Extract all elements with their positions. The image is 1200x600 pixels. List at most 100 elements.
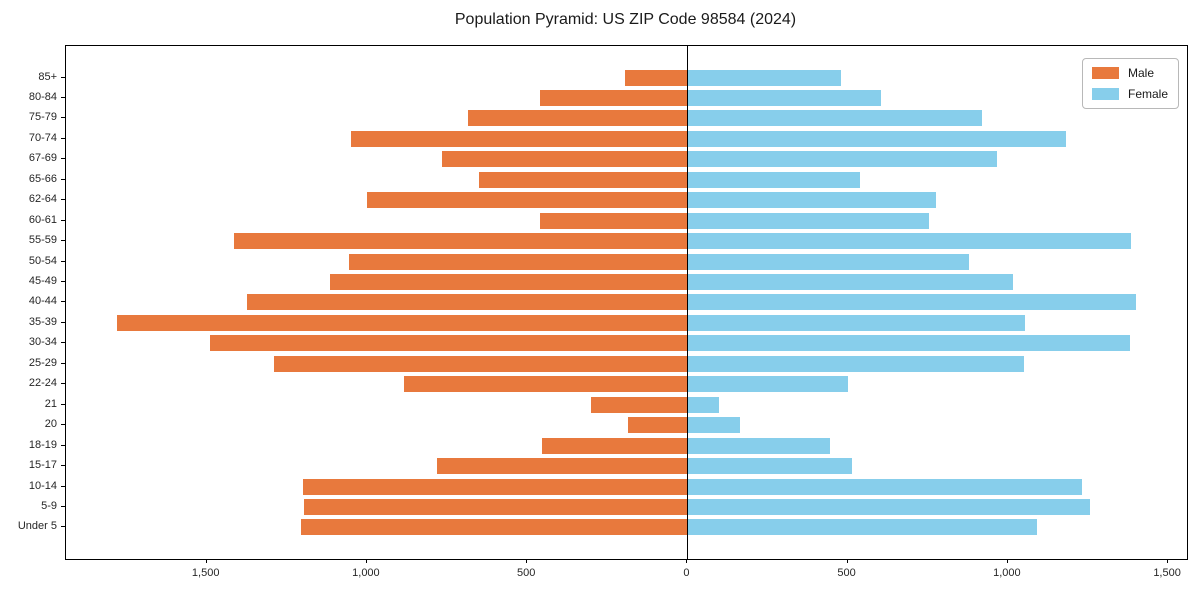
x-axis-label-500: 500 xyxy=(837,567,856,579)
y-axis-label-65-66: 65-66 xyxy=(28,172,57,185)
bar-male-35-39 xyxy=(116,314,688,331)
y-tick-mark xyxy=(61,96,65,98)
plot-area: Male Female xyxy=(65,45,1188,560)
y-tick-mark xyxy=(61,465,65,467)
x-axis-label-1,500: 1,500 xyxy=(1153,567,1181,579)
x-tick-mark xyxy=(1167,559,1169,563)
y-axis-label-35-39: 35-39 xyxy=(28,315,57,328)
bar-female-20 xyxy=(687,417,741,434)
bar-male-25-29 xyxy=(273,355,688,372)
y-tick-mark xyxy=(61,137,65,139)
y-tick-mark xyxy=(61,76,65,78)
y-axis-label-Under 5: Under 5 xyxy=(17,520,57,533)
bar-female-62-64 xyxy=(687,192,936,209)
x-tick-mark xyxy=(205,559,207,563)
bar-male-5-9 xyxy=(304,498,688,515)
x-axis-label-0: 0 xyxy=(683,567,690,579)
bar-male-67-69 xyxy=(442,151,688,168)
male-color-swatch xyxy=(1091,67,1119,79)
y-axis-label-85+: 85+ xyxy=(38,70,57,83)
y-axis-label-80-84: 80-84 xyxy=(28,90,57,103)
bar-male-70-74 xyxy=(350,130,688,147)
legend-male-label: Male xyxy=(1127,66,1154,80)
x-tick-mark xyxy=(846,559,848,563)
y-tick-mark xyxy=(61,362,65,364)
y-tick-mark xyxy=(61,424,65,426)
y-tick-mark xyxy=(61,383,65,385)
bar-female-60-61 xyxy=(687,212,930,229)
y-tick-mark xyxy=(61,485,65,487)
x-tick-mark xyxy=(1006,559,1008,563)
x-tick-mark xyxy=(526,559,528,563)
y-axis-label-40-44: 40-44 xyxy=(28,295,57,308)
bar-male-Under 5 xyxy=(301,519,688,536)
y-axis-label-67-69: 67-69 xyxy=(28,152,57,165)
y-axis-label-30-34: 30-34 xyxy=(28,336,57,349)
bar-female-65-66 xyxy=(687,171,861,188)
bar-female-21 xyxy=(687,396,720,413)
bar-female-40-44 xyxy=(687,294,1137,311)
y-axis-label-45-49: 45-49 xyxy=(28,275,57,287)
y-tick-mark xyxy=(61,342,65,344)
y-axis-label-10-14: 10-14 xyxy=(28,479,57,492)
bar-male-80-84 xyxy=(539,89,688,106)
y-tick-mark xyxy=(61,281,65,282)
x-axis-label-500: 500 xyxy=(516,567,536,579)
y-axis-label-62-64: 62-64 xyxy=(28,193,57,206)
y-axis-label-20: 20 xyxy=(44,418,57,431)
bar-female-18-19 xyxy=(687,437,830,454)
bar-male-75-79 xyxy=(467,110,688,127)
bar-male-30-34 xyxy=(209,335,688,352)
x-tick-mark xyxy=(365,559,367,563)
y-tick-mark xyxy=(61,178,65,180)
x-tick-mark xyxy=(686,559,688,563)
zero-axis-line xyxy=(686,46,688,559)
y-axis-label-60-61: 60-61 xyxy=(28,213,57,226)
bar-male-50-54 xyxy=(349,253,688,270)
bar-female-35-39 xyxy=(687,314,1026,331)
y-tick-mark xyxy=(61,321,65,323)
y-tick-mark xyxy=(61,219,65,221)
legend: Male Female xyxy=(1081,58,1179,109)
bar-male-62-64 xyxy=(366,192,688,209)
x-axis-label-1,000: 1,000 xyxy=(993,567,1021,579)
x-axis-label-1,000: 1,000 xyxy=(352,567,380,579)
female-color-swatch xyxy=(1091,88,1119,100)
bar-female-10-14 xyxy=(687,478,1082,495)
y-tick-mark xyxy=(61,444,65,446)
y-tick-mark xyxy=(61,301,65,303)
bar-male-60-61 xyxy=(539,212,688,229)
bar-female-50-54 xyxy=(687,253,970,270)
bar-male-65-66 xyxy=(479,171,688,188)
y-axis-label-50-54: 50-54 xyxy=(28,254,57,267)
bar-male-15-17 xyxy=(437,458,688,475)
chart-title: Population Pyramid: US ZIP Code 98584 (2… xyxy=(454,11,797,28)
bar-female-80-84 xyxy=(687,89,882,106)
bar-female-67-69 xyxy=(687,151,997,168)
legend-entry-female: Female xyxy=(1091,87,1168,101)
x-axis-label-1,500: 1,500 xyxy=(191,567,220,579)
bar-female-Under 5 xyxy=(687,519,1037,536)
y-axis-label-70-74: 70-74 xyxy=(28,131,57,144)
bar-male-10-14 xyxy=(302,478,688,495)
y-tick-mark xyxy=(61,117,65,119)
legend-entry-male: Male xyxy=(1091,66,1168,80)
y-tick-mark xyxy=(61,240,65,242)
y-tick-mark xyxy=(61,260,65,262)
y-axis-label-15-17: 15-17 xyxy=(28,459,57,472)
bar-female-70-74 xyxy=(687,130,1066,147)
bar-male-85+ xyxy=(624,69,688,86)
y-tick-mark xyxy=(61,526,65,528)
y-tick-mark xyxy=(61,505,65,507)
bar-female-22-24 xyxy=(687,376,848,393)
bar-male-22-24 xyxy=(403,376,688,393)
bar-female-75-79 xyxy=(687,110,983,127)
y-tick-mark xyxy=(61,158,65,160)
bar-female-15-17 xyxy=(687,458,853,475)
y-tick-mark xyxy=(61,403,65,405)
bar-male-45-49 xyxy=(330,274,688,290)
bar-female-5-9 xyxy=(687,498,1090,515)
y-axis-label-75-79: 75-79 xyxy=(28,111,57,124)
y-axis-label-5-9: 5-9 xyxy=(41,499,57,512)
